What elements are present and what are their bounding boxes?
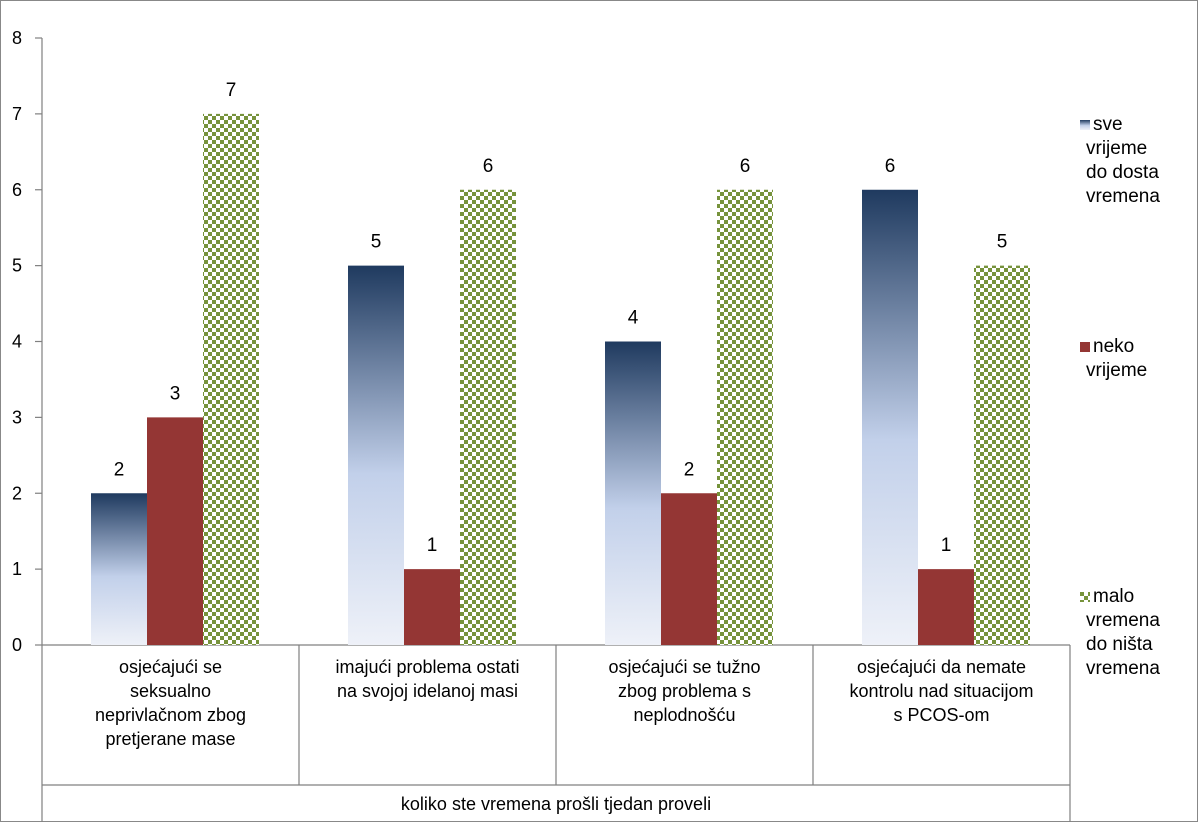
bar [348, 265, 404, 645]
data-label: 3 [170, 383, 181, 404]
bar [91, 493, 147, 645]
category-label: osjećajući se tužno zbog problema s neplod… [608, 657, 760, 725]
bar [147, 417, 203, 645]
bar [203, 113, 259, 645]
bar [460, 189, 516, 645]
x-axis-label: koliko ste vremena prošli tjedan proveli [401, 794, 711, 814]
bar [661, 493, 717, 645]
y-tick-label: 8 [12, 28, 22, 48]
data-label: 1 [941, 535, 952, 556]
data-label: 6 [740, 156, 751, 177]
data-label: 2 [114, 459, 125, 480]
bar [862, 189, 918, 645]
legend-marker [1080, 342, 1090, 352]
legend-label: sve vrijeme do dosta vremena [1086, 114, 1160, 207]
y-tick-label: 4 [12, 332, 22, 352]
legend-label: malo vremena do ništa vremena [1086, 586, 1160, 679]
bar [605, 341, 661, 645]
data-labels-group: 2 5 4 6 3 1 2 1 7 6 6 5 [114, 80, 1008, 556]
y-tick-label: 2 [12, 483, 22, 503]
bar [974, 265, 1030, 645]
data-label: 2 [684, 459, 695, 480]
category-label: osjećajući da nemate kontrolu nad situaci… [849, 657, 1033, 725]
data-label: 5 [371, 232, 382, 253]
category-labels-group: osjećajući se seksualno neprivlačnom zbog p… [95, 657, 1034, 749]
category-label: imajući problema ostati na svojoj idelano… [335, 657, 519, 701]
data-label: 6 [885, 156, 896, 177]
bar [404, 569, 460, 645]
legend: sve vrijeme do dosta vremena neko vrijeme malo… [1080, 114, 1160, 679]
bar [717, 189, 773, 645]
data-label: 1 [427, 535, 438, 556]
data-label: 6 [483, 156, 494, 177]
legend-label: neko vrijeme [1086, 336, 1147, 381]
y-tick-label: 6 [12, 180, 22, 200]
data-label: 4 [628, 308, 639, 329]
bars-group [91, 113, 1030, 645]
y-tick-label: 0 [12, 635, 22, 655]
data-label: 5 [997, 232, 1008, 253]
y-tick-label: 1 [12, 559, 22, 579]
legend-marker [1080, 592, 1090, 602]
legend-marker [1080, 120, 1090, 130]
y-tick-label: 7 [12, 104, 22, 124]
data-label: 7 [226, 80, 237, 101]
category-label: osjećajući se seksualno neprivlačnom zbog p… [95, 657, 246, 749]
bar [918, 569, 974, 645]
y-tick-label: 3 [12, 407, 22, 427]
y-tick-label: 5 [12, 256, 22, 276]
